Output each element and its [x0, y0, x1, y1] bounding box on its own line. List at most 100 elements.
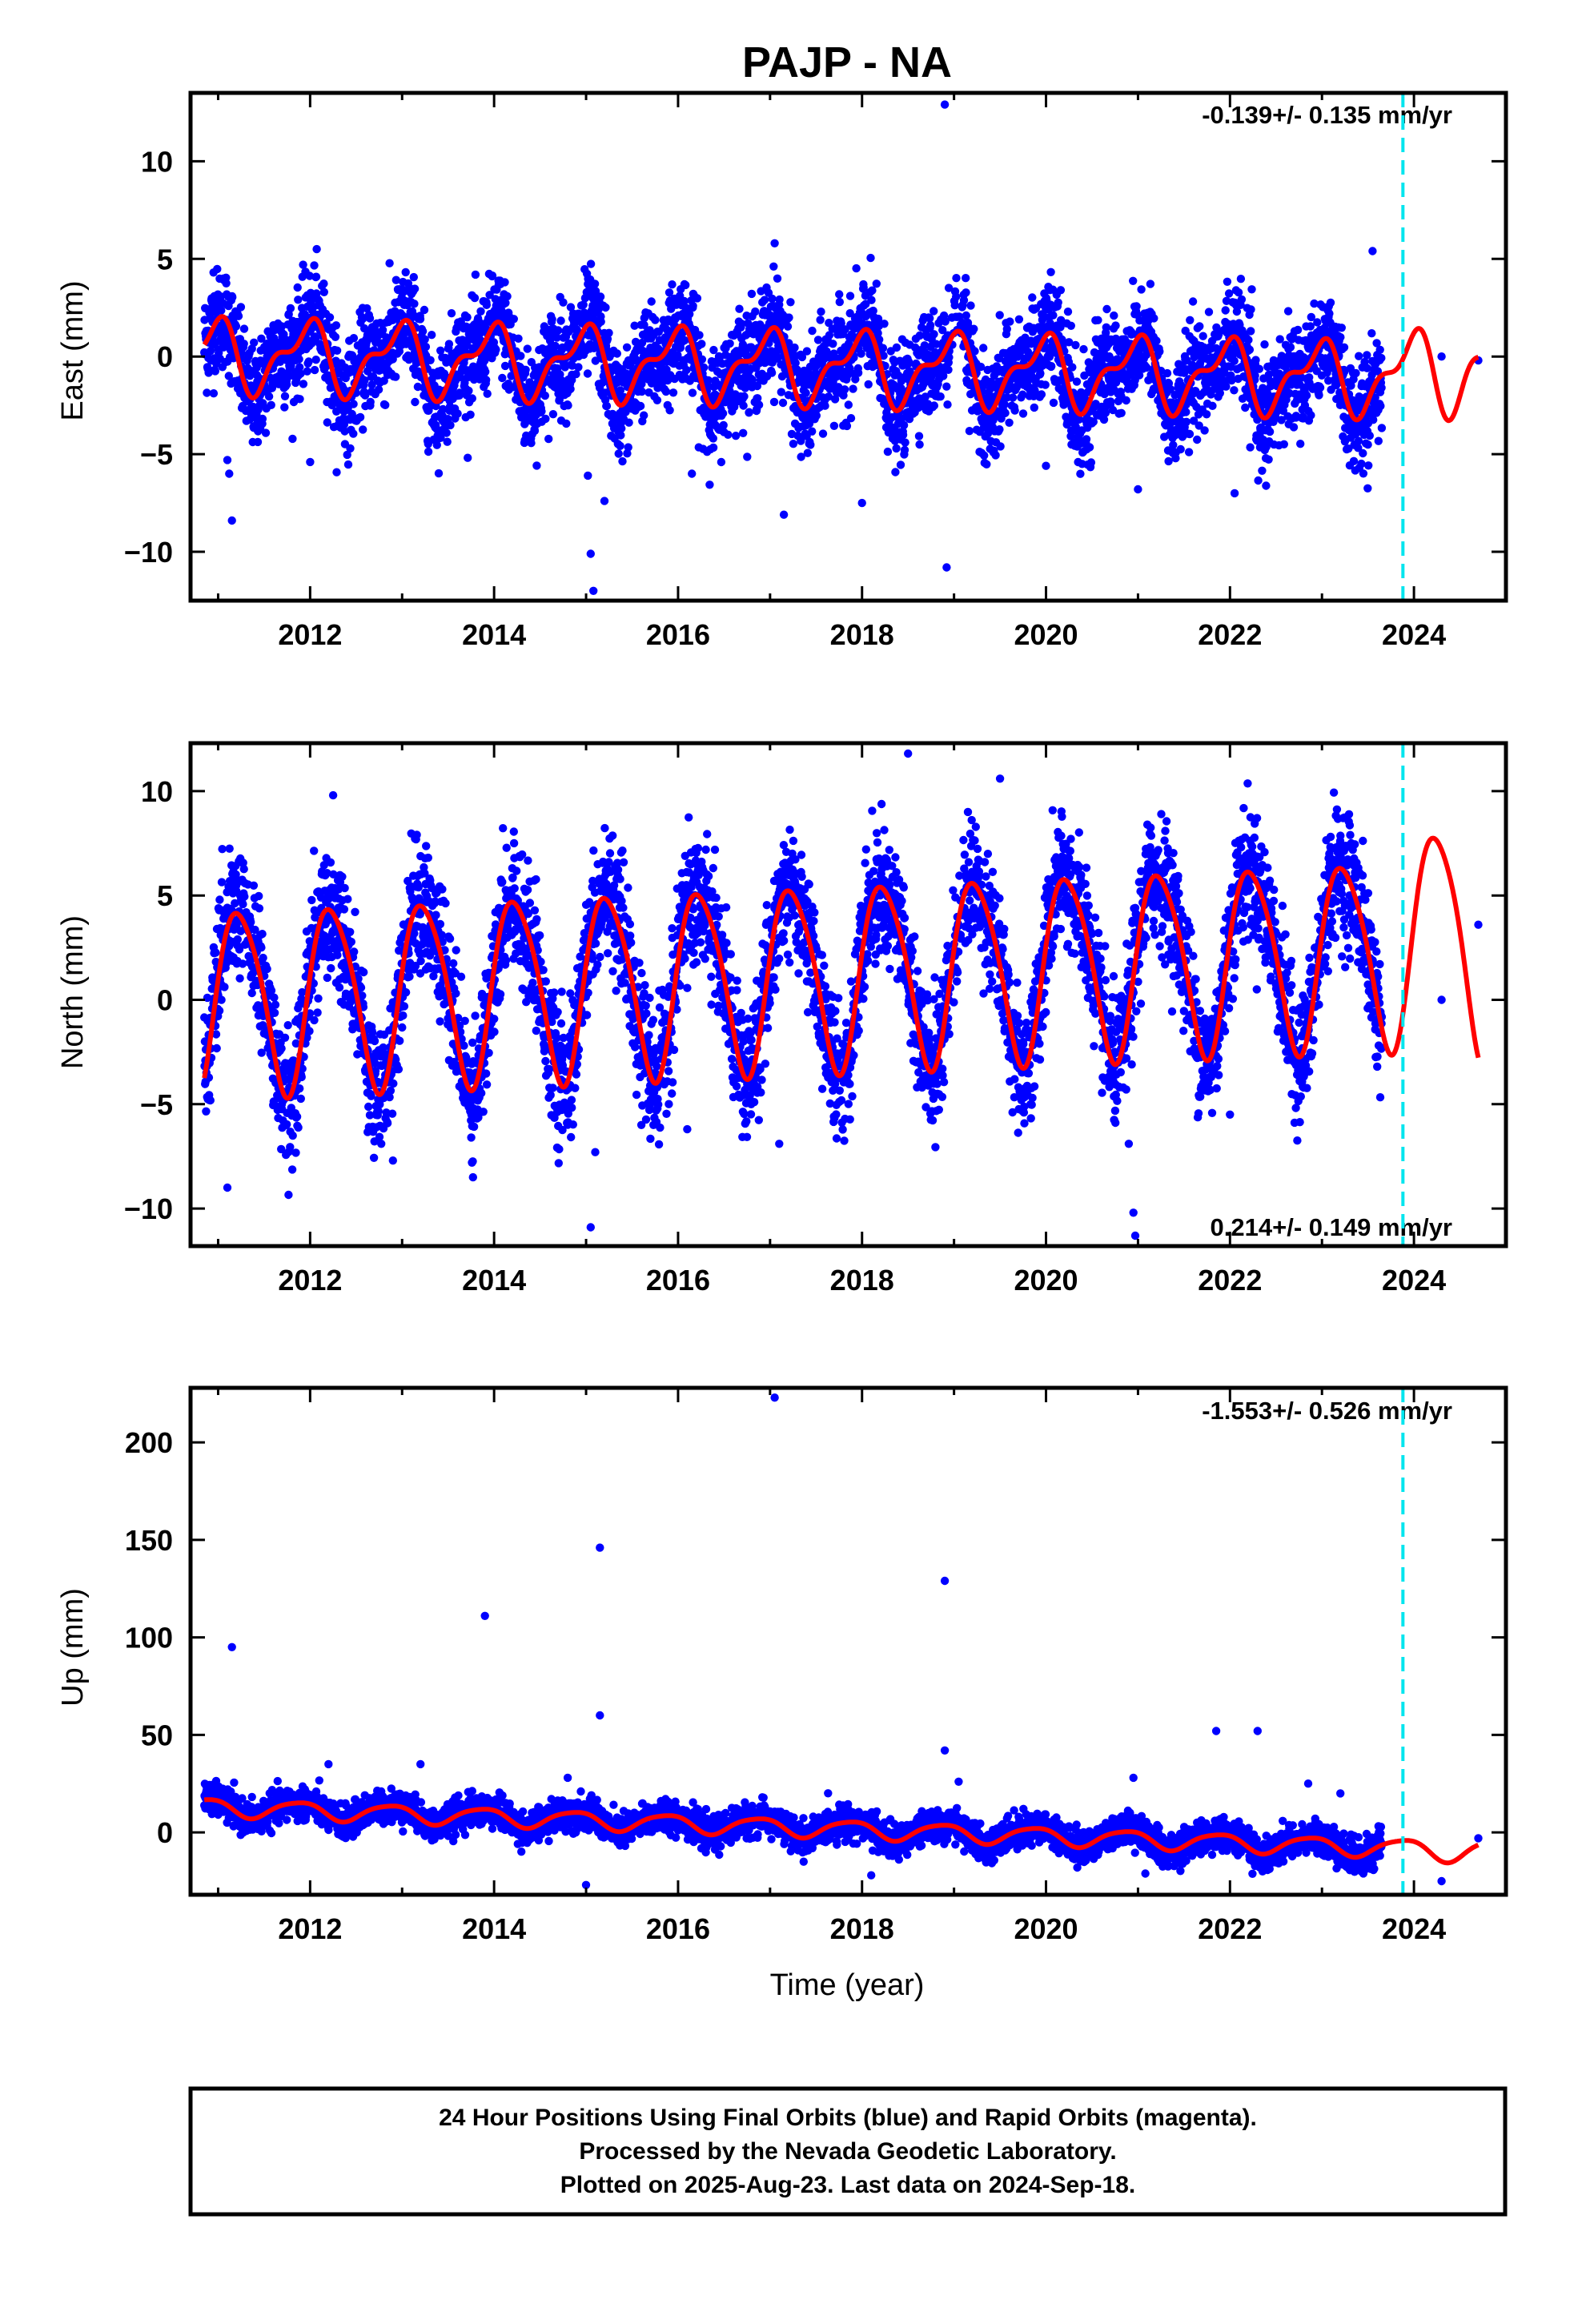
east-data-point: [391, 372, 400, 381]
east-data-point: [878, 344, 888, 352]
east-data-point: [404, 355, 413, 364]
east-data-point: [1377, 353, 1386, 363]
east-data-point: [616, 441, 624, 450]
east-data-point: [697, 340, 706, 348]
east-data-point: [1355, 352, 1363, 360]
east-data-point: [1014, 315, 1024, 324]
east-x-tick-label: 2020: [1014, 618, 1078, 651]
east-data-point: [745, 408, 753, 416]
east-data-point: [737, 319, 746, 328]
east-data-point: [718, 409, 728, 418]
east-data-point: [1354, 436, 1363, 445]
east-data-point: [880, 320, 889, 328]
east-data-point: [432, 440, 441, 449]
east-data-point: [1251, 356, 1260, 364]
east-data-point: [777, 388, 785, 396]
east-data-point: [1365, 431, 1375, 440]
north-data-point: [233, 935, 242, 944]
east-data-point: [541, 414, 550, 424]
east-data-point: [930, 401, 939, 410]
east-data-point: [236, 303, 246, 312]
east-data-point: [604, 328, 613, 337]
east-data-point: [500, 278, 509, 287]
east-data-point: [439, 404, 448, 414]
east-data-point: [930, 330, 938, 339]
east-data-point: [740, 392, 749, 401]
east-data-point: [926, 314, 934, 323]
east-data-point: [476, 307, 485, 316]
east-data-point: [401, 267, 410, 277]
east-data-point: [835, 290, 844, 299]
east-data-point: [598, 378, 607, 388]
east-data-point: [1283, 307, 1293, 316]
east-data-point: [1030, 403, 1039, 412]
east-data-point: [735, 304, 744, 313]
east-data-point: [209, 389, 219, 398]
east-data-point: [1368, 247, 1377, 255]
east-data-point: [1182, 408, 1191, 416]
east-data-point: [544, 434, 553, 444]
east-data-point: [869, 306, 877, 316]
east-data-point: [1208, 401, 1217, 410]
east-data-point: [564, 401, 572, 410]
east-data-point: [1079, 344, 1088, 354]
east-data-point: [365, 314, 375, 323]
east-data-point: [783, 322, 793, 331]
east-data-point: [1247, 305, 1255, 314]
east-data-point: [640, 411, 648, 420]
east-data-point: [596, 317, 605, 326]
east-data-point: [1315, 383, 1325, 392]
east-data-point: [653, 384, 662, 392]
east-data-point: [323, 418, 331, 427]
east-data-point: [503, 292, 512, 301]
east-data-point: [688, 388, 697, 397]
east-data-point: [601, 303, 610, 312]
north-data-point: [240, 892, 249, 901]
east-data-point: [1336, 332, 1345, 342]
east-data-point: [299, 260, 307, 269]
east-data-point: [385, 259, 394, 267]
east-data-point: [540, 391, 549, 400]
east-data-point: [1195, 322, 1204, 331]
north-data-point: [225, 844, 234, 853]
east-x-tick-label: 2018: [830, 618, 894, 651]
east-data-point: [991, 451, 1000, 460]
east-data-point: [1258, 466, 1267, 475]
east-data-point: [311, 356, 320, 364]
east-data-point: [837, 319, 845, 328]
east-data-point: [1186, 316, 1195, 324]
east-data-point: [1066, 321, 1076, 330]
east-data-point: [492, 345, 500, 354]
east-data-point: [616, 431, 625, 440]
east-data-point: [332, 468, 341, 476]
east-data-point: [288, 434, 297, 444]
east-data-point: [428, 331, 436, 340]
east-data-point: [1221, 306, 1230, 315]
east-data-point: [1359, 469, 1368, 478]
east-data-point: [1176, 444, 1185, 454]
north-data-point: [212, 1043, 221, 1053]
east-data-point: [363, 304, 371, 313]
east-data-point: [618, 456, 627, 466]
east-data-point: [896, 460, 905, 469]
east-data-point: [825, 319, 833, 328]
east-data-point: [665, 406, 674, 415]
east-data-point: [299, 380, 308, 388]
east-data-point: [612, 349, 621, 358]
east-data-point: [899, 420, 909, 430]
east-data-point: [802, 347, 812, 356]
east-data-point: [1260, 340, 1269, 349]
east-data-point: [1063, 308, 1073, 316]
east-data-point: [915, 440, 924, 449]
east-data-point: [228, 293, 237, 302]
east-data-point: [1162, 368, 1172, 378]
east-y-tick-label: 5: [157, 243, 173, 275]
east-data-point: [1132, 302, 1141, 311]
east-data-point: [436, 346, 445, 355]
east-data-point: [1199, 332, 1207, 340]
east-y-tick-label: 10: [141, 145, 173, 178]
east-data-point: [1363, 484, 1372, 493]
east-data-point: [930, 307, 938, 316]
east-data-point: [1041, 380, 1050, 389]
east-data-point: [359, 425, 367, 434]
